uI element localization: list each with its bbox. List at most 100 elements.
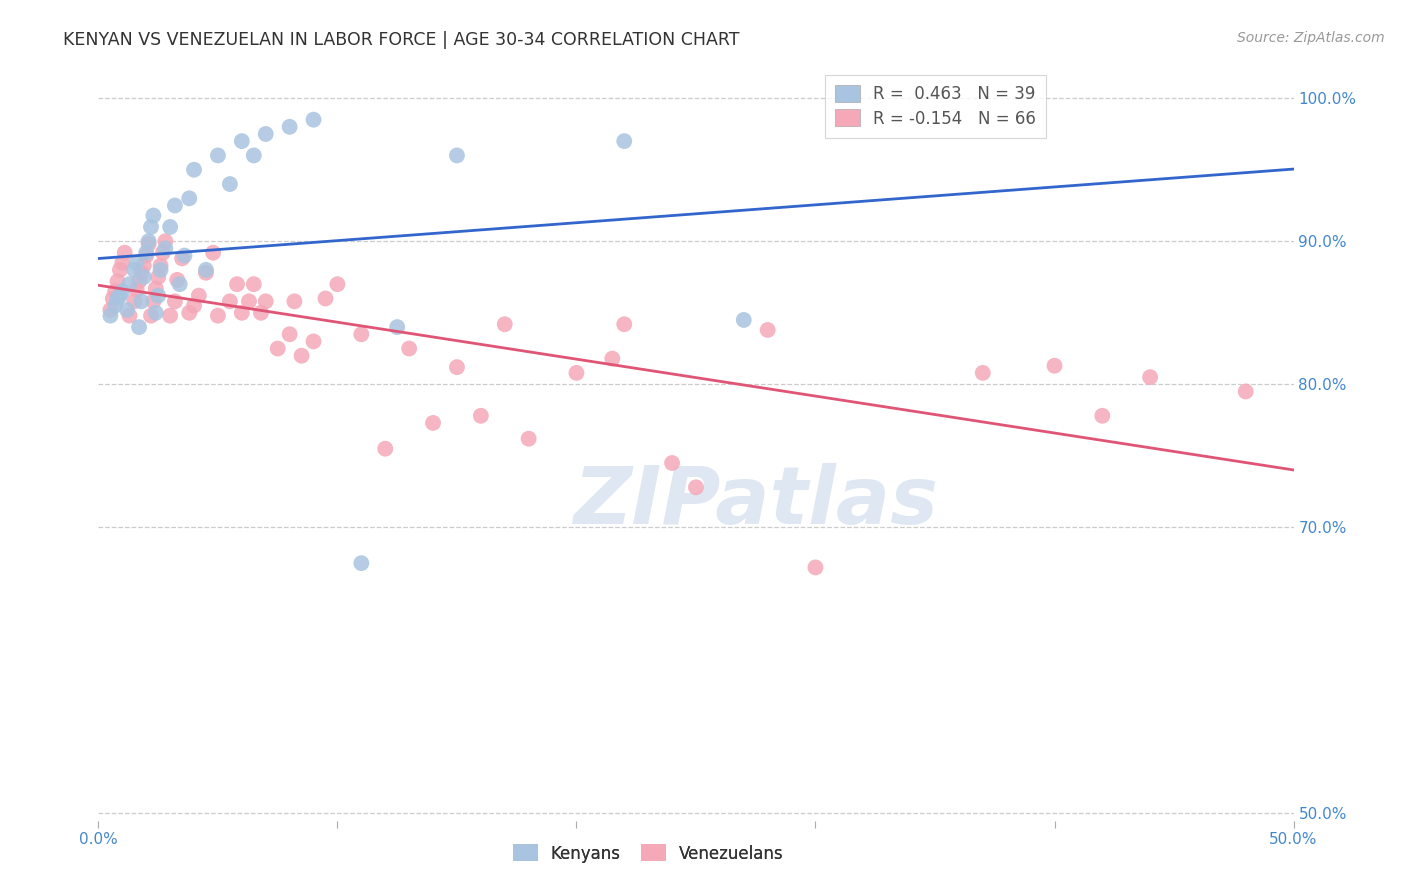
Point: [172, 252, 194, 266]
Point: [219, 177, 242, 191]
Point: [733, 313, 755, 327]
Point: [446, 360, 468, 375]
Point: [302, 112, 325, 127]
Point: [138, 237, 160, 252]
Point: [243, 277, 266, 292]
Point: [254, 127, 277, 141]
Text: Source: ZipAtlas.com: Source: ZipAtlas.com: [1237, 31, 1385, 45]
Point: [250, 306, 273, 320]
Point: [385, 320, 409, 334]
Point: [602, 351, 624, 366]
Point: [231, 134, 253, 148]
Point: [101, 292, 124, 306]
Point: [315, 292, 337, 306]
Point: [142, 209, 165, 223]
Point: [1043, 359, 1066, 373]
Point: [1091, 409, 1114, 423]
Point: [195, 266, 218, 280]
Point: [187, 288, 209, 302]
Point: [159, 219, 181, 234]
Point: [104, 299, 127, 313]
Point: [243, 148, 266, 162]
Point: [756, 323, 779, 337]
Point: [163, 198, 186, 212]
Point: [283, 294, 305, 309]
Point: [155, 241, 177, 255]
Point: [132, 259, 155, 273]
Point: [125, 283, 148, 297]
Point: [326, 277, 349, 292]
Point: [470, 409, 492, 423]
Point: [195, 263, 218, 277]
Point: [148, 288, 170, 302]
Point: [104, 285, 127, 299]
Point: [291, 349, 314, 363]
Point: [155, 234, 177, 248]
Point: [145, 306, 167, 320]
Point: [231, 306, 253, 320]
Text: KENYAN VS VENEZUELAN IN LABOR FORCE | AGE 30-34 CORRELATION CHART: KENYAN VS VENEZUELAN IN LABOR FORCE | AG…: [63, 31, 740, 49]
Point: [98, 309, 122, 323]
Point: [685, 480, 707, 494]
Point: [226, 277, 249, 292]
Point: [350, 327, 373, 342]
Point: [207, 148, 229, 162]
Point: [254, 294, 277, 309]
Point: [179, 306, 201, 320]
Point: [166, 273, 188, 287]
Point: [302, 334, 325, 349]
Point: [124, 263, 146, 277]
Point: [202, 245, 225, 260]
Point: [108, 263, 131, 277]
Point: [149, 263, 172, 277]
Point: [145, 281, 167, 295]
Point: [169, 277, 191, 292]
Text: ZIPatlas: ZIPatlas: [574, 463, 938, 541]
Point: [128, 274, 150, 288]
Point: [118, 277, 141, 292]
Point: [124, 294, 146, 309]
Point: [142, 294, 165, 309]
Point: [152, 245, 174, 260]
Point: [148, 270, 170, 285]
Point: [98, 302, 122, 317]
Point: [131, 294, 153, 309]
Point: [804, 560, 827, 574]
Point: [173, 249, 195, 263]
Point: [661, 456, 683, 470]
Point: [107, 292, 129, 306]
Point: [494, 317, 516, 331]
Point: [132, 270, 155, 285]
Point: [183, 299, 205, 313]
Point: [398, 342, 420, 356]
Point: [183, 162, 205, 177]
Point: [278, 120, 301, 134]
Point: [972, 366, 994, 380]
Point: [128, 320, 150, 334]
Point: [1234, 384, 1257, 399]
Point: [118, 309, 141, 323]
Point: [139, 309, 162, 323]
Point: [179, 191, 201, 205]
Point: [125, 256, 148, 270]
Point: [219, 294, 242, 309]
Point: [108, 288, 131, 302]
Legend: Kenyans, Venezuelans: Kenyans, Venezuelans: [506, 838, 790, 869]
Point: [114, 245, 136, 260]
Point: [159, 309, 181, 323]
Point: [446, 148, 468, 162]
Point: [135, 245, 157, 260]
Point: [207, 309, 229, 323]
Point: [374, 442, 396, 456]
Point: [613, 134, 636, 148]
Point: [138, 234, 160, 248]
Point: [517, 432, 540, 446]
Point: [267, 342, 290, 356]
Point: [1139, 370, 1161, 384]
Point: [135, 249, 157, 263]
Point: [422, 416, 444, 430]
Point: [111, 256, 134, 270]
Point: [278, 327, 301, 342]
Point: [107, 274, 129, 288]
Point: [565, 366, 588, 380]
